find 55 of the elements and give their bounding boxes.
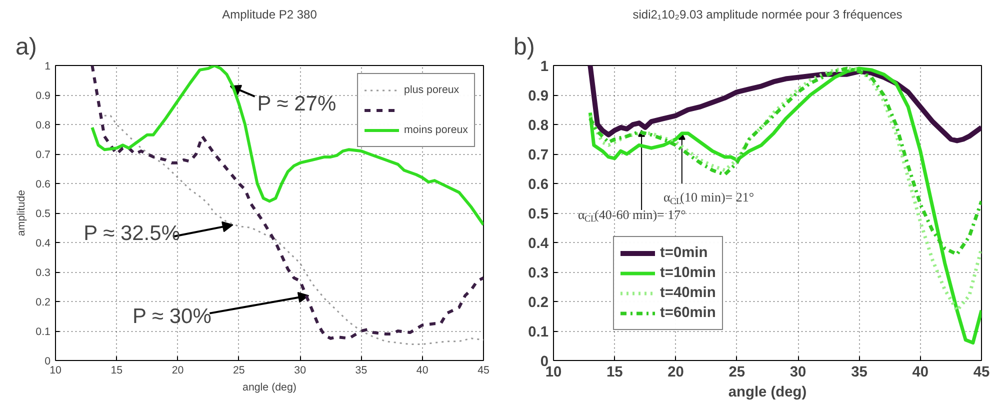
legend-label: plus poreux	[404, 84, 460, 96]
text: a)	[16, 34, 37, 60]
text: b)	[514, 34, 535, 60]
x-tick-label: 25	[728, 364, 746, 380]
x-tick-label: 15	[606, 364, 623, 380]
x-tick-label: 35	[851, 364, 868, 380]
y-tick-label: 1	[540, 59, 549, 75]
y-tick-label: 0.9	[36, 90, 51, 102]
x-tick-label: 45	[973, 364, 990, 380]
y-tick-label: 0.1	[528, 324, 548, 340]
annotation: P ≈ 32.5%	[84, 222, 180, 246]
annotation: P ≈ 30%	[132, 304, 212, 328]
chart-title: sidi2₁10₂9.03 amplitude normée pour 3 fréquences	[632, 8, 902, 22]
annotation: P ≈ 27%	[257, 92, 336, 116]
legend-label: t=0min	[660, 245, 708, 261]
x-tick-label: 30	[790, 364, 806, 380]
x-tick-label: 25	[233, 364, 245, 376]
y-tick-label: 0.5	[528, 206, 548, 222]
y-tick-label: 0.8	[36, 120, 51, 132]
x-tick-label: 15	[110, 364, 123, 376]
legend-label: t=60min	[660, 305, 716, 321]
y-tick-label: 0.7	[36, 149, 51, 161]
x-tick-label: 10	[50, 364, 62, 376]
y-tick-label: 0.3	[528, 266, 548, 282]
legend-label: t=40min	[660, 285, 716, 301]
legend-label: moins poreux	[404, 124, 468, 136]
x-tick-label: 40	[912, 364, 929, 380]
y-tick-label: 0.6	[36, 178, 51, 190]
y-tick-label: 0.1	[36, 326, 51, 338]
x-axis-title: angle (deg)	[242, 382, 296, 394]
line-series	[104, 114, 484, 346]
y-tick-label: 1	[44, 60, 51, 72]
y-tick-label: 0.7	[528, 148, 548, 164]
x-axis-title: angle (deg)	[728, 384, 807, 400]
y-axis-title: amplitude	[16, 190, 28, 236]
y-tick-label: 0.3	[36, 267, 51, 279]
y-tick-label: 0.5	[36, 208, 51, 220]
x-tick-label: 10	[545, 364, 562, 380]
x-tick-label: 30	[294, 364, 306, 376]
y-tick-label: 0.2	[36, 296, 51, 308]
x-tick-label: 40	[416, 364, 428, 376]
y-tick-label: 0.6	[528, 177, 548, 193]
legend-label: t=10min	[660, 265, 716, 281]
line-series	[90, 66, 484, 226]
x-tick-label: 35	[355, 364, 368, 376]
y-tick-label: 0.8	[528, 118, 548, 134]
x-tick-label: 20	[668, 364, 684, 380]
y-tick-label: 0	[44, 356, 51, 368]
chart-title: Amplitude P2 380	[222, 8, 318, 22]
y-tick-label: 0.9	[528, 88, 548, 104]
x-tick-label: 45	[478, 364, 490, 376]
y-tick-label: 0.4	[528, 236, 550, 252]
y-tick-label: 0.2	[528, 295, 548, 311]
y-tick-label: 0.4	[36, 238, 51, 250]
x-tick-label: 20	[172, 364, 184, 376]
